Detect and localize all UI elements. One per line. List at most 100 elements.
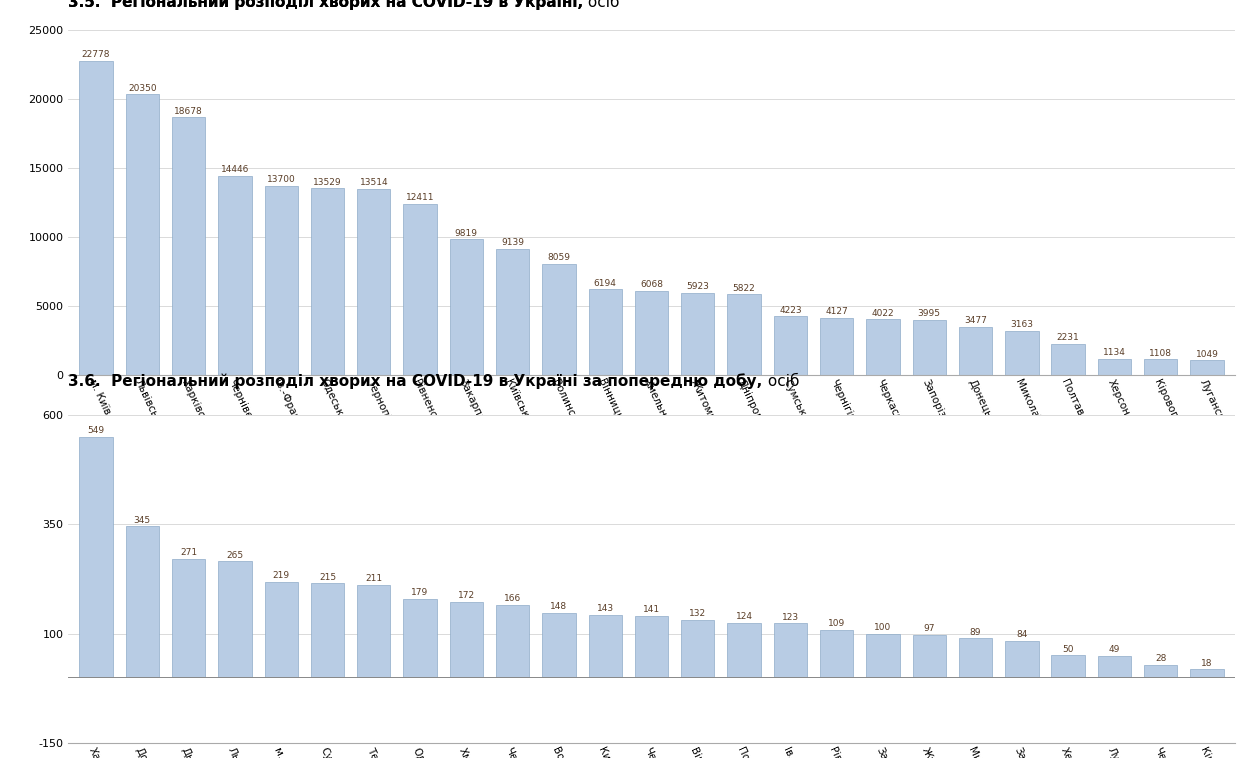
Text: 6068: 6068 xyxy=(640,280,663,290)
Bar xyxy=(1144,665,1178,677)
Bar xyxy=(357,189,391,374)
Text: 172: 172 xyxy=(458,591,475,600)
Text: 3.5.  Регіональний розподіл хворих на COVID-19 в Україні,: 3.5. Регіональний розподіл хворих на COV… xyxy=(68,0,583,10)
Text: 18678: 18678 xyxy=(174,107,204,116)
Bar xyxy=(172,559,205,677)
Bar xyxy=(727,623,761,677)
Bar xyxy=(542,264,576,374)
Text: 3163: 3163 xyxy=(1010,321,1034,330)
Bar xyxy=(820,318,854,374)
Text: 3.5.  Регіональний розподіл хворих на COVID-19 в Україні,: 3.5. Регіональний розподіл хворих на COV… xyxy=(68,0,583,10)
Text: 3477: 3477 xyxy=(964,316,987,325)
Text: 8059: 8059 xyxy=(547,253,571,262)
Text: 22778: 22778 xyxy=(82,50,110,59)
Text: 109: 109 xyxy=(828,619,845,628)
Bar xyxy=(1098,656,1131,677)
Text: 215: 215 xyxy=(319,572,336,581)
Bar xyxy=(681,619,715,677)
Bar xyxy=(449,602,483,677)
Text: 13700: 13700 xyxy=(267,175,295,184)
Text: 132: 132 xyxy=(689,609,706,618)
Text: 100: 100 xyxy=(875,623,891,631)
Text: осіб: осіб xyxy=(583,0,619,10)
Bar xyxy=(125,526,159,677)
Text: 148: 148 xyxy=(550,602,567,611)
Bar xyxy=(959,638,993,677)
Bar xyxy=(588,290,622,374)
Bar xyxy=(773,316,807,374)
Text: 20350: 20350 xyxy=(128,83,156,92)
Bar xyxy=(79,61,113,374)
Text: 265: 265 xyxy=(226,550,243,559)
Bar xyxy=(79,437,113,677)
Bar xyxy=(1190,669,1224,677)
Bar xyxy=(959,327,993,374)
Bar xyxy=(310,188,344,374)
Text: 271: 271 xyxy=(180,548,197,557)
Bar xyxy=(820,630,854,677)
Bar xyxy=(1051,656,1085,677)
Text: 345: 345 xyxy=(134,515,151,525)
Text: 219: 219 xyxy=(273,571,289,580)
Bar xyxy=(357,585,391,677)
Text: 5923: 5923 xyxy=(686,283,710,291)
Text: 14446: 14446 xyxy=(221,165,249,174)
Bar xyxy=(403,599,437,677)
Text: 123: 123 xyxy=(782,612,799,622)
Bar xyxy=(635,291,668,374)
Text: 2231: 2231 xyxy=(1057,334,1080,342)
Bar xyxy=(773,624,807,677)
Text: 4223: 4223 xyxy=(779,305,802,315)
Text: 143: 143 xyxy=(597,604,614,613)
Bar xyxy=(310,583,344,677)
Bar xyxy=(912,635,946,677)
Text: 179: 179 xyxy=(412,588,428,597)
Bar xyxy=(866,319,900,374)
Text: 5822: 5822 xyxy=(732,283,756,293)
Text: 1108: 1108 xyxy=(1149,349,1173,358)
Bar xyxy=(1098,359,1131,374)
Bar xyxy=(588,615,622,677)
Bar xyxy=(681,293,715,374)
Bar xyxy=(264,581,298,677)
Text: 1049: 1049 xyxy=(1195,349,1219,359)
Text: 89: 89 xyxy=(969,628,982,637)
Bar xyxy=(449,240,483,374)
Text: 84: 84 xyxy=(1016,630,1028,639)
Text: 166: 166 xyxy=(504,594,521,603)
Text: 49: 49 xyxy=(1108,645,1121,654)
Bar xyxy=(1190,360,1224,374)
Bar xyxy=(1005,331,1039,374)
Bar xyxy=(635,615,668,677)
Bar xyxy=(264,186,298,374)
Bar xyxy=(866,634,900,677)
Text: 549: 549 xyxy=(87,427,104,436)
Bar xyxy=(496,249,530,374)
Text: 124: 124 xyxy=(736,612,752,622)
Text: 50: 50 xyxy=(1062,644,1073,653)
Bar xyxy=(403,204,437,374)
Text: 12411: 12411 xyxy=(406,193,434,202)
Text: 3.6.  Регіональний розподіл хворих на COVID-19 в Україні за попередню добу,: 3.6. Регіональний розподіл хворих на COV… xyxy=(68,373,762,389)
Bar xyxy=(125,94,159,374)
Bar xyxy=(1144,359,1178,374)
Text: 9139: 9139 xyxy=(501,238,524,247)
Bar xyxy=(1051,344,1085,374)
Text: 4022: 4022 xyxy=(871,309,895,318)
Text: осіб: осіб xyxy=(762,374,799,389)
Text: 6194: 6194 xyxy=(593,279,617,287)
Text: 18: 18 xyxy=(1201,659,1212,668)
Bar xyxy=(912,320,946,374)
Text: 141: 141 xyxy=(643,605,660,614)
Bar xyxy=(496,605,530,677)
Bar xyxy=(218,562,252,677)
Text: 3995: 3995 xyxy=(918,309,941,318)
Text: 9819: 9819 xyxy=(455,229,478,238)
Bar xyxy=(172,117,205,374)
Bar xyxy=(218,176,252,374)
Bar xyxy=(727,294,761,374)
Text: 97: 97 xyxy=(923,624,934,633)
Text: 13514: 13514 xyxy=(360,178,388,187)
Bar xyxy=(542,612,576,677)
Text: 28: 28 xyxy=(1155,654,1167,663)
